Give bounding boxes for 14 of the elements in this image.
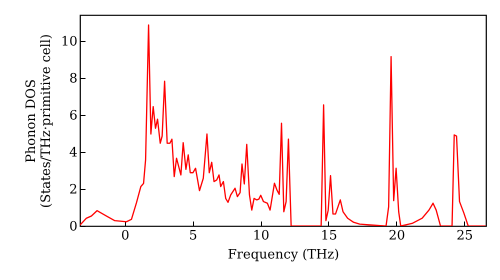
x-tick-label: 5: [189, 228, 198, 244]
y-tick-label: 6: [69, 108, 78, 124]
x-tick-label: 20: [388, 228, 406, 244]
y-tick-label: 10: [60, 34, 78, 50]
x-tick-label: 15: [320, 228, 338, 244]
x-tick-label: 0: [121, 228, 130, 244]
y-tick-label: 8: [69, 71, 78, 86]
x-tick-label: 25: [456, 228, 474, 244]
x-axis-title: Frequency (THz): [228, 248, 340, 262]
y-tick-label: 4: [69, 145, 78, 160]
x-tick-label: 10: [252, 228, 270, 244]
line-series: [80, 24, 486, 226]
y-axis-title: Phonon DOS (States/THz·primitive cell): [24, 34, 54, 208]
y-tick-label: 2: [69, 182, 78, 198]
